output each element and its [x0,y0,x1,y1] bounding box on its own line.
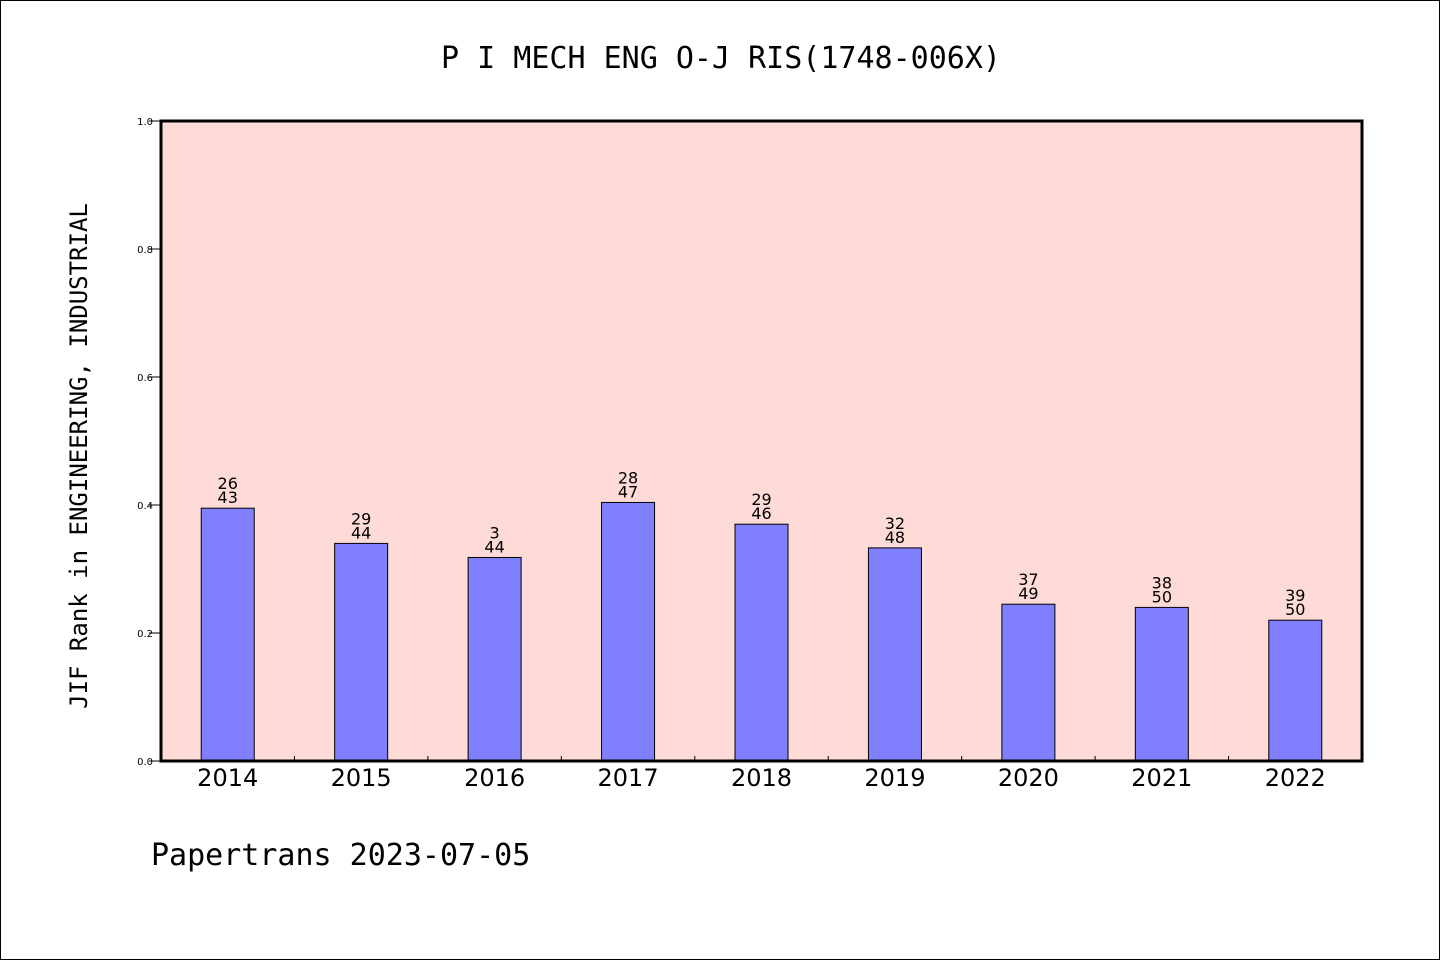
y-tick-label: 0.4 [137,501,153,512]
bar-2019 [867,547,922,762]
bar-label-total-2018: 46 [751,504,771,523]
bar-label-total-2016: 44 [484,537,504,556]
plot-frame [159,119,1364,763]
bar-2020 [1001,603,1056,762]
x-tick-label-2019: 2019 [864,764,925,792]
bar-label-total-2014: 43 [218,488,238,507]
x-tick-label-2020: 2020 [998,764,1059,792]
bar-label-rank-2015: 29 [351,509,371,528]
x-tick-label-2022: 2022 [1265,764,1326,792]
bar-label-rank-2017: 28 [618,468,638,487]
x-tick-label-2016: 2016 [464,764,525,792]
bar-label-total-2019: 48 [885,528,905,547]
y-tick-label: 1.0 [137,117,153,128]
bar-label-rank-2021: 38 [1152,573,1172,592]
bar-2014 [200,507,255,762]
x-tick-label-2017: 2017 [598,764,659,792]
x-tick-label-2018: 2018 [731,764,792,792]
bar-label-total-2020: 49 [1018,584,1038,603]
bar-label-rank-2019: 32 [885,514,905,533]
y-tick-label: 0.0 [137,757,153,768]
y-tick-label: 0.2 [137,629,153,640]
bar-label-rank-2016: 3 [490,523,500,542]
y-axis-label: JIF Rank in ENGINEERING, INDUSTRIAL [65,203,93,709]
bar-label-total-2022: 50 [1285,600,1305,619]
bar-2017 [601,501,656,762]
bar-label-rank-2020: 37 [1018,570,1038,589]
bar-label-total-2015: 44 [351,523,371,542]
bar-2021 [1134,606,1189,762]
bar-label-rank-2022: 39 [1285,586,1305,605]
footer-credit: Papertrans 2023-07-05 [151,838,530,873]
y-tick-label: 0.8 [137,245,153,256]
bar-label-rank-2014: 26 [218,474,238,493]
bar-label-total-2017: 47 [618,482,638,501]
bar-label-total-2021: 50 [1152,587,1172,606]
bars-group [200,501,1323,762]
x-tick-label-2021: 2021 [1131,764,1192,792]
x-tick-label-2014: 2014 [197,764,258,792]
chart-title: P I MECH ENG O-J RIS(1748-006X) [441,41,1001,76]
bar-2015 [334,542,389,762]
bar-label-rank-2018: 29 [751,490,771,509]
y-tick-label: 0.6 [137,373,153,384]
x-axis: 2014 2015 2016 2017 2018 2019 2020 2021 2022 [197,756,1326,792]
bar-2022 [1268,619,1323,762]
bar-2016 [467,556,522,762]
x-tick-label-2015: 2015 [331,764,392,792]
bar-2018 [734,523,789,762]
y-axis: 0.0 0.2 0.4 0.6 0.8 1.0 [137,117,161,768]
